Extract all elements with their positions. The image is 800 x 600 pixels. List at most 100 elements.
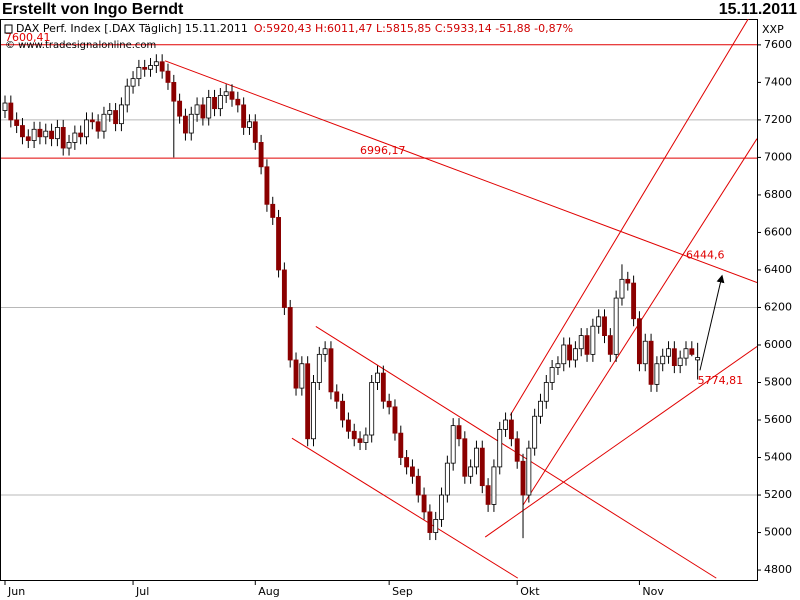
candle-body xyxy=(677,357,683,367)
plot-frame xyxy=(0,19,758,581)
candle-body xyxy=(491,466,497,505)
candle-body xyxy=(485,485,491,505)
candle-body xyxy=(136,66,142,80)
candle-body xyxy=(415,475,421,496)
candle-body xyxy=(439,494,444,520)
candle-body xyxy=(95,121,101,132)
candle-body xyxy=(66,142,72,149)
candle-body xyxy=(340,400,346,421)
candle-body xyxy=(409,466,415,477)
candle-body xyxy=(427,511,433,533)
candle-body xyxy=(648,340,654,385)
x-tick-label: Okt xyxy=(520,585,540,598)
candle-body xyxy=(194,104,200,115)
candle-body xyxy=(287,307,293,361)
candle-body xyxy=(572,348,578,361)
candle-body xyxy=(20,125,25,138)
y-tick-label: 5200 xyxy=(764,488,792,501)
candle-body xyxy=(636,318,642,365)
candle-body xyxy=(89,119,95,123)
header-title: Erstellt von Ingo Berndt xyxy=(2,1,184,18)
candle-body xyxy=(334,391,340,402)
candle-body xyxy=(398,432,404,458)
candle-body xyxy=(130,78,136,87)
candle-body xyxy=(590,325,596,355)
candle-body xyxy=(479,447,485,487)
candle-body xyxy=(532,415,538,449)
candle-body xyxy=(212,97,217,110)
candle-body xyxy=(345,419,351,432)
candle-body xyxy=(619,278,625,299)
trend-line xyxy=(509,19,749,416)
candle-body xyxy=(107,110,113,115)
candle-body xyxy=(316,353,322,383)
candle-body xyxy=(299,363,305,389)
y-tick-label: 7400 xyxy=(764,75,792,88)
hline-label: 7600,41 xyxy=(5,31,51,44)
x-tick-label: Nov xyxy=(642,585,664,598)
candle-body xyxy=(549,367,555,383)
candle-body xyxy=(84,119,89,138)
candle-body xyxy=(526,447,532,496)
annotation-label: 6444,6 xyxy=(686,249,725,262)
candle-body xyxy=(462,438,468,477)
candle-body xyxy=(171,81,177,102)
plot-area: 7600,41 6996,17 6444,6 5774,81 xyxy=(1,19,757,579)
candle-body xyxy=(456,425,462,440)
candle-body xyxy=(60,127,66,149)
y-tick-label: 5000 xyxy=(764,526,792,539)
candle-body xyxy=(247,121,252,128)
candle-body xyxy=(25,136,31,141)
candle-body xyxy=(252,121,258,143)
candle-body xyxy=(561,344,567,365)
candle-body xyxy=(596,316,602,327)
candle-body xyxy=(311,382,316,440)
candle-body xyxy=(386,400,392,408)
y-tick-label: 4800 xyxy=(764,563,792,576)
candle-body xyxy=(276,217,282,271)
candle-body xyxy=(503,419,508,430)
x-tick-label: Jul xyxy=(135,585,149,598)
candle-body xyxy=(113,110,119,125)
candle-body xyxy=(2,102,8,111)
candle-body xyxy=(229,91,235,100)
candle-body xyxy=(567,344,573,361)
x-tick-label: Sep xyxy=(392,585,413,598)
candle-body xyxy=(165,70,171,83)
candle-body xyxy=(78,132,84,138)
candle-body xyxy=(148,65,153,70)
candle-body xyxy=(642,340,648,365)
trend-line xyxy=(164,60,757,283)
candle-body xyxy=(404,457,410,468)
x-tick-label: Aug xyxy=(258,585,279,598)
candle-body xyxy=(37,128,43,138)
y-tick-label: 6000 xyxy=(764,338,792,351)
candle-body xyxy=(49,130,55,140)
candle-body xyxy=(421,494,427,513)
candle-body xyxy=(72,132,78,143)
candle-body xyxy=(497,428,503,468)
candle-body xyxy=(322,348,328,355)
candle-body xyxy=(543,382,549,402)
candle-body xyxy=(14,119,20,126)
candle-body xyxy=(538,400,543,417)
candle-body xyxy=(660,355,666,365)
candle-body xyxy=(468,466,474,477)
candle-body xyxy=(258,142,264,168)
candle-body xyxy=(671,348,677,367)
candle-body xyxy=(118,104,124,125)
candle-body xyxy=(444,462,450,496)
annotation-label: 5774,81 xyxy=(698,374,744,387)
candle-body xyxy=(654,363,660,385)
candle-body xyxy=(508,419,514,440)
legend-icon xyxy=(4,24,13,34)
candle-body xyxy=(578,335,584,350)
y-tick-label: 6800 xyxy=(764,188,792,201)
trend-line xyxy=(291,437,519,579)
legend-instrument: DAX Perf. Index [.DAX Täglich] 15.11.201… xyxy=(16,22,248,35)
y-tick-label: 5600 xyxy=(764,413,792,426)
candle-body xyxy=(625,278,631,284)
candle-body xyxy=(666,348,671,357)
candle-body xyxy=(613,297,619,355)
